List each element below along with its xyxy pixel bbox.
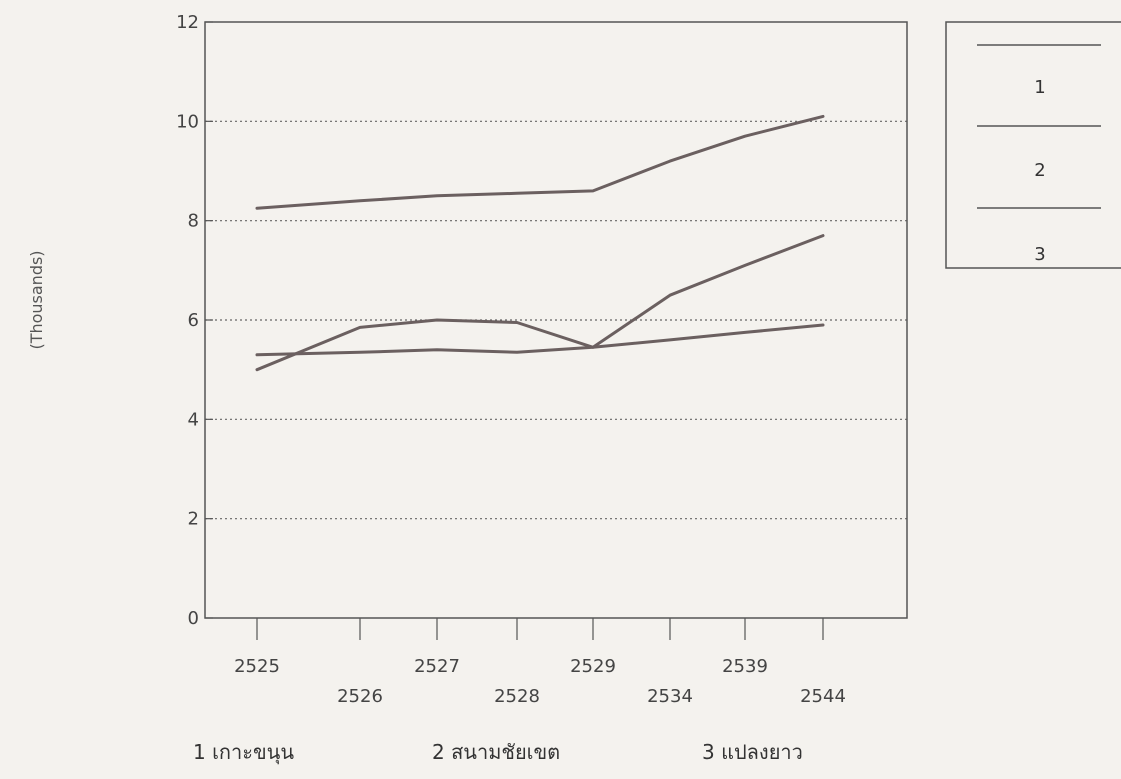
x-tick-label: 2534 xyxy=(647,686,693,707)
x-tick-label: 2528 xyxy=(494,686,540,707)
x-tick-label: 2527 xyxy=(414,656,460,677)
series-lines xyxy=(255,114,825,372)
y-tick-label: 2 xyxy=(188,509,199,530)
y-tick-label: 12 xyxy=(176,12,199,33)
legend-entries: 1 2 3 xyxy=(977,44,1101,265)
legend-label: 2 xyxy=(1034,160,1045,181)
x-tick-label: 2525 xyxy=(234,656,280,677)
x-axis-ticks: 2525 2526 2527 2528 2529 2534 2539 2544 xyxy=(234,618,846,707)
x-tick-label: 2544 xyxy=(800,686,846,707)
y-tick-label: 4 xyxy=(188,409,199,430)
series-caption: 1 เกาะขนุน xyxy=(193,740,294,765)
y-tick-label: 6 xyxy=(188,310,199,331)
legend-box xyxy=(945,21,1121,269)
series-caption: 2 สนามชัยเขต xyxy=(432,740,560,764)
legend: 1 2 3 xyxy=(945,21,1121,269)
legend-label: 3 xyxy=(1034,244,1045,265)
y-tick-label: 8 xyxy=(188,211,199,232)
x-tick-label: 2529 xyxy=(570,656,616,677)
gridlines xyxy=(205,120,907,520)
y-tick-label: 0 xyxy=(188,608,199,629)
legend-label: 1 xyxy=(1034,77,1045,98)
series-line-2 xyxy=(255,234,825,372)
series-line-1 xyxy=(255,114,825,210)
series-line-3 xyxy=(255,323,825,357)
y-tick-label: 10 xyxy=(176,111,199,132)
series-caption: 3 แปลงยาว xyxy=(702,740,803,764)
series-captions: 1 เกาะขนุน 2 สนามชัยเขต 3 แปลงยาว xyxy=(193,740,803,765)
x-tick-label: 2526 xyxy=(337,686,383,707)
y-axis-label: (Thousands) xyxy=(27,250,46,349)
x-tick-label: 2539 xyxy=(722,656,768,677)
y-axis-ticks: 0 2 4 6 8 10 12 xyxy=(176,12,213,629)
